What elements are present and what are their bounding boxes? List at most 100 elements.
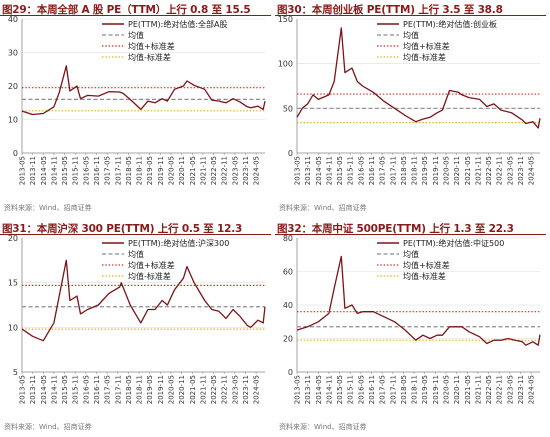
x-tick-label: 2015-05 [336,156,344,185]
x-tick-label: 2017-05 [379,156,387,185]
chart-title: 图29：本周全部 A 股 PE（TTM）上行 0.8 至 15.5 [2,4,251,16]
x-tick-label: 2019-11 [432,156,440,185]
legend-label: 均值+标准差 [128,41,175,51]
y-tick-label: 150 [278,16,293,24]
x-tick-label: 2016-11 [368,156,376,185]
x-tick-label: 2023-05 [231,375,239,404]
x-tick-label: 2024-05 [528,156,536,185]
x-tick-label: 2022-05 [210,156,218,185]
x-tick-label: 2021-11 [474,156,482,185]
y-tick-label: 30 [8,49,18,58]
x-tick-label: 2014-11 [50,156,58,185]
x-tick-label: 2014-05 [40,375,48,404]
x-tick-label: 2023-11 [517,375,525,404]
y-tick-label: 20 [8,82,18,91]
x-tick-label: 2019-11 [157,375,165,404]
x-tick-label: 2021-05 [189,156,197,185]
x-tick-label: 2023-05 [506,156,514,185]
x-tick-label: 2020-05 [442,156,450,185]
x-tick-label: 2016-05 [357,375,365,404]
x-tick-label: 2019-05 [146,375,154,404]
x-tick-label: 2022-05 [210,375,218,404]
x-tick-label: 2014-11 [50,375,58,404]
source-note: 资料来源：Wind、招商证券 [4,423,92,431]
x-tick-label: 2014-11 [325,375,333,404]
legend-label: 均值+标准差 [128,260,175,270]
y-tick-label: 10 [8,323,18,332]
x-tick-label: 2015-11 [72,375,80,404]
chart-title: 图30：本周创业板 PE(TTM) 上行 3.5 至 38.8 [277,4,503,16]
y-tick-label: 5 [13,368,18,377]
pe-series-line [296,27,541,129]
legend-label: PE(TTM):绝对估值:中证500 [403,238,504,248]
legend-label: 均值 [128,30,144,40]
source-note: 资料来源：Wind、招商证券 [279,204,367,212]
legend-label: PE(TTM):绝对估值:全部A股 [128,19,228,29]
x-tick-label: 2019-05 [146,156,154,185]
x-tick-label: 2023-11 [242,375,250,404]
chart-panel-chinext: 图30：本周创业板 PE(TTM) 上行 3.5 至 38.8 0 50 100 15… [275,0,550,218]
y-tick-label: 10 [8,116,18,125]
x-tick-label: 2015-11 [72,156,80,185]
x-tick-label: 2017-05 [379,375,387,404]
legend-label: 均值 [403,30,419,40]
y-tick-label: 40 [8,16,18,24]
title-rule [0,15,271,16]
x-tick-label: 2016-05 [82,375,90,404]
x-tick-label: 2014-05 [315,375,323,404]
source-note: 资料来源：Wind、招商证券 [279,423,367,431]
x-tick-label: 2013-11 [29,156,37,185]
pe-series-line [296,255,541,346]
y-tick-label: 50 [283,104,293,113]
x-tick-label: 2022-05 [485,156,493,185]
x-tick-label: 2023-05 [506,375,514,404]
x-tick-label: 2017-05 [104,375,112,404]
title-rule [275,234,546,235]
x-tick-label: 2013-05 [19,156,27,185]
x-tick-label: 2014-11 [325,156,333,185]
x-tick-label: 2021-05 [189,375,197,404]
x-tick-label: 2020-05 [167,375,175,404]
pe-series-line [21,65,266,116]
x-tick-label: 2017-11 [114,375,122,404]
x-tick-label: 2019-11 [432,375,440,404]
legend-label: 均值-标准差 [403,52,446,62]
x-tick-label: 2022-11 [496,375,504,404]
x-tick-label: 2015-05 [61,375,69,404]
x-tick-label: 2018-11 [411,375,419,404]
x-tick-label: 2020-05 [442,375,450,404]
y-tick-label: 15 [8,279,18,288]
x-tick-label: 2016-05 [82,156,90,185]
y-tick-label: 20 [283,335,293,344]
x-tick-label: 2023-11 [242,156,250,185]
x-tick-label: 2018-05 [125,156,133,185]
source-note: 资料来源：Wind、招商证券 [4,204,92,212]
x-tick-label: 2021-11 [199,156,207,185]
x-tick-label: 2024-05 [253,156,261,185]
x-tick-label: 2017-11 [389,375,397,404]
y-tick-label: 80 [283,235,293,243]
x-tick-label: 2020-11 [178,375,186,404]
chart-panel-csi500: 图32：本周中证 500PE(TTM) 上行 1.3 至 22.3 0 20 40 6… [275,219,550,437]
x-tick-label: 2019-05 [421,156,429,185]
x-tick-label: 2020-11 [453,156,461,185]
x-tick-label: 2022-11 [221,156,229,185]
x-tick-label: 2015-11 [347,375,355,404]
x-tick-label: 2021-11 [199,375,207,404]
x-tick-label: 2016-11 [368,375,376,404]
x-tick-label: 2024-05 [253,375,261,404]
x-tick-label: 2016-11 [93,156,101,185]
legend-label: 均值+标准差 [403,41,450,51]
x-tick-label: 2013-05 [294,375,302,404]
x-tick-label: 2017-05 [104,156,112,185]
legend-label: 均值+标准差 [403,260,450,270]
x-tick-label: 2017-11 [114,156,122,185]
y-tick-label: 20 [8,235,18,243]
y-tick-label: 0 [288,368,293,377]
y-tick-label: 40 [283,301,293,310]
chart-panel-csi300: 图31：本周沪深 300 PE(TTM) 上行 0.5 至 12.3 5 10 15… [0,219,275,437]
